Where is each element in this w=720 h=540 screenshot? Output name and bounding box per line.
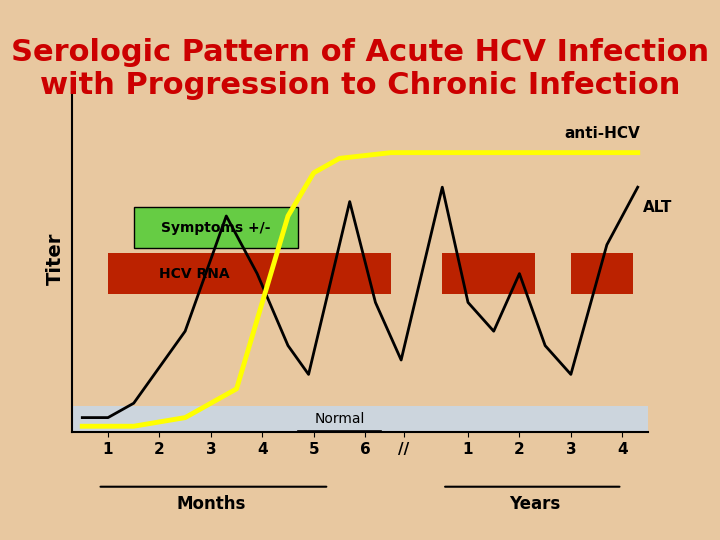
Bar	[571, 253, 633, 294]
Text: anti-HCV: anti-HCV	[564, 126, 640, 141]
Text: HCV RNA: HCV RNA	[159, 267, 230, 281]
Text: Years: Years	[509, 495, 560, 514]
Text: Normal: Normal	[314, 412, 364, 426]
Y-axis label: Titer: Titer	[46, 233, 65, 285]
Bar	[72, 406, 648, 432]
Text: Months: Months	[176, 495, 246, 514]
Bar	[134, 207, 298, 248]
Bar	[108, 253, 391, 294]
Text: Serologic Pattern of Acute HCV Infection
with Progression to Chronic Infection: Serologic Pattern of Acute HCV Infection…	[11, 38, 709, 100]
Text: Symptoms +/-: Symptoms +/-	[161, 220, 271, 234]
Bar	[442, 253, 535, 294]
Text: ALT: ALT	[643, 200, 672, 215]
